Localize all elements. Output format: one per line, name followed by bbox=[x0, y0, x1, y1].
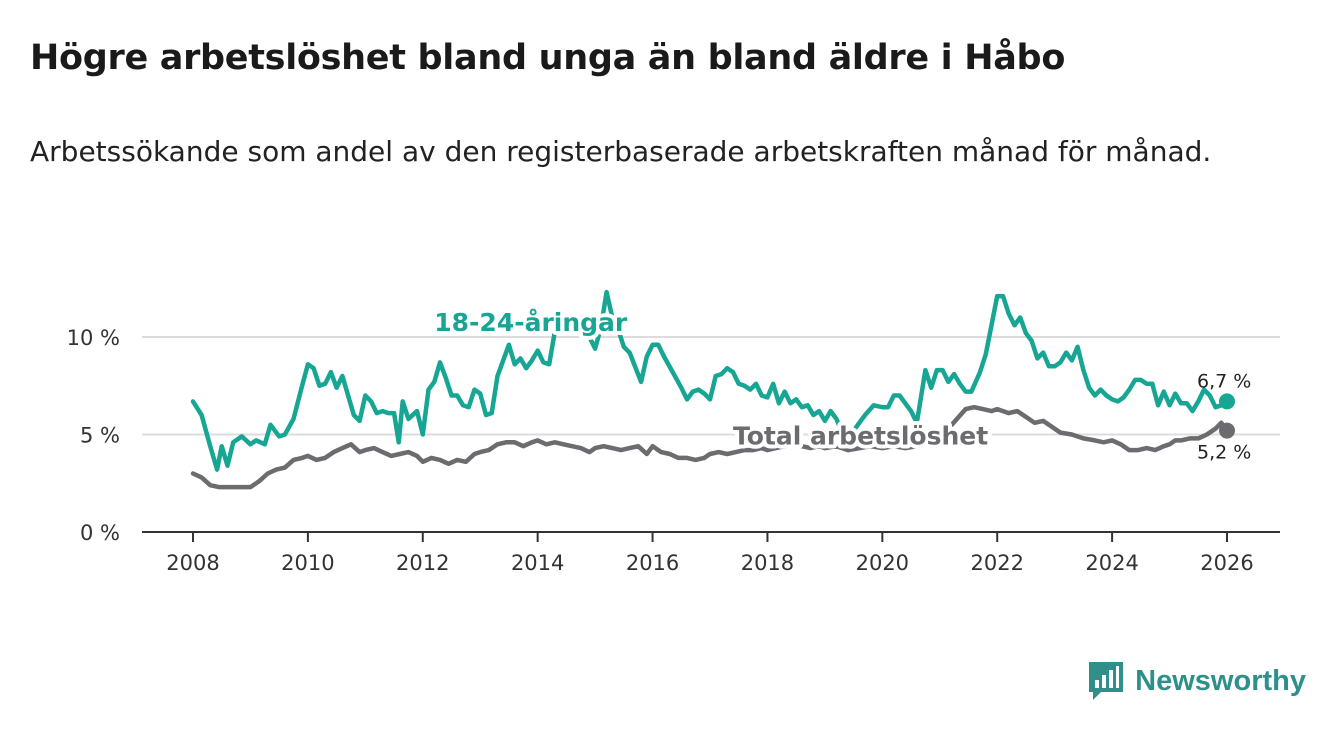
bar-chart-logo-icon bbox=[1089, 662, 1124, 700]
end-point-young bbox=[1219, 393, 1235, 410]
series-label-halo: 18-24-åringar bbox=[434, 308, 628, 337]
x-tick-label: 2018 bbox=[741, 551, 794, 575]
x-tick-label: 2008 bbox=[166, 551, 219, 575]
series-line-total bbox=[190, 404, 1230, 490]
y-tick-label: 10 % bbox=[67, 326, 120, 350]
x-tick-label: 2014 bbox=[511, 551, 564, 575]
series-label-halo: Total arbetslöshet bbox=[733, 421, 988, 450]
chart-title: Högre arbetslöshet bland unga än bland ä… bbox=[30, 38, 1066, 78]
chart-subtitle: Arbetssökande som andel av den registerb… bbox=[30, 135, 1212, 168]
end-label-young: 6,7 % bbox=[1197, 370, 1251, 392]
x-tick-label: 2020 bbox=[856, 551, 909, 575]
end-label-total: 5,2 % bbox=[1197, 442, 1251, 464]
series-line-young bbox=[190, 289, 1230, 472]
x-tick-label: 2022 bbox=[970, 551, 1023, 575]
x-tick-label: 2012 bbox=[396, 551, 449, 575]
series-label-young: 18-24-åringar bbox=[434, 308, 628, 337]
series-label-total: Total arbetslöshet bbox=[733, 421, 988, 450]
brand-name: Newsworthy bbox=[1135, 664, 1306, 697]
newsworthy-logo: Newsworthy bbox=[1087, 660, 1306, 702]
x-tick-label: 2024 bbox=[1085, 551, 1138, 575]
y-tick-label: 5 % bbox=[80, 424, 120, 448]
x-tick-label: 2010 bbox=[281, 551, 334, 575]
x-tick-label: 2026 bbox=[1200, 551, 1253, 575]
y-tick-label: 0 % bbox=[80, 521, 120, 545]
end-point-total bbox=[1219, 422, 1235, 439]
x-tick-label: 2016 bbox=[626, 551, 679, 575]
